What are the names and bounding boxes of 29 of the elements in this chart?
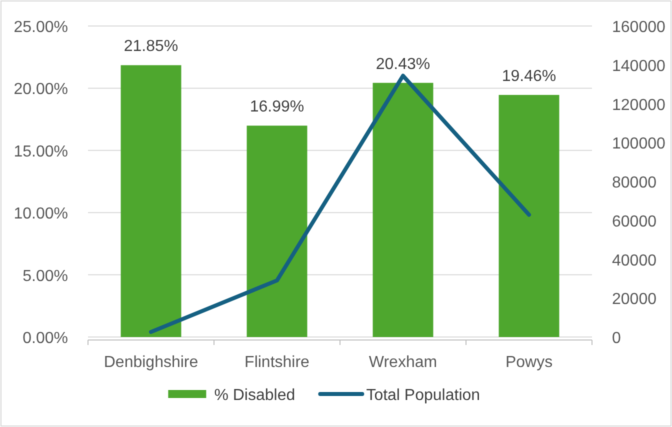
x-tick-label: Powys [505, 354, 553, 371]
data-label: 21.85% [124, 38, 178, 56]
bar [372, 82, 434, 337]
y2-tick-label: 40000 [612, 252, 657, 270]
y2-tick-label: 100000 [612, 136, 666, 153]
legend-label: Total Population [366, 387, 480, 404]
y-tick-label: 5.00% [22, 268, 68, 285]
y-tick-label: 25.00% [14, 19, 68, 36]
y2-tick-label: 140000 [612, 58, 666, 75]
y-tick-label: 0.00% [22, 330, 68, 347]
y2-tick-label: 160000 [612, 19, 666, 36]
y2-tick-label: 0 [612, 330, 621, 347]
y2-tick-label: 80000 [612, 174, 657, 192]
legend-label: % Disabled [214, 387, 296, 404]
x-tick-label: Denbighshire [104, 354, 198, 371]
y2-tick-label: 60000 [612, 213, 657, 230]
y2-tick-label: 120000 [612, 96, 666, 114]
x-tick-label: Wrexham [368, 354, 438, 371]
data-label: 16.99% [250, 98, 304, 116]
data-label: 20.43% [376, 56, 430, 73]
y2-tick-label: 20000 [612, 291, 657, 308]
y-tick-label: 15.00% [14, 143, 68, 160]
y-tick-label: 20.00% [14, 81, 68, 98]
bar [120, 65, 182, 337]
bar [246, 126, 308, 337]
x-tick-label: Flintshire [244, 354, 310, 371]
data-label: 19.46% [502, 68, 556, 85]
bar [498, 94, 560, 337]
y-tick-label: 10.00% [14, 206, 68, 223]
